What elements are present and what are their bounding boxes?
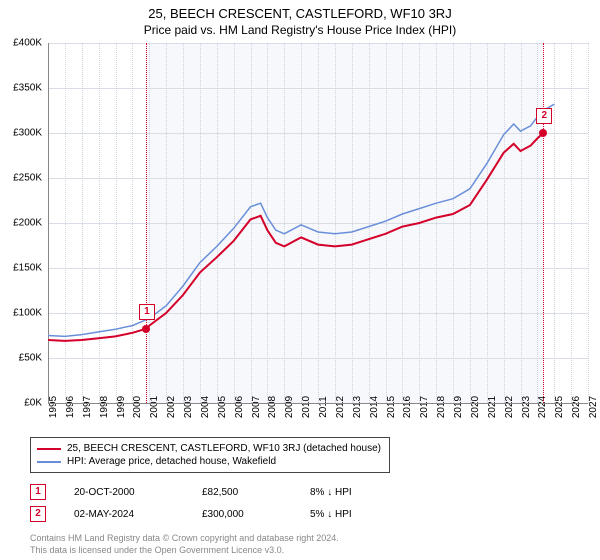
legend-row: HPI: Average price, detached house, Wake… (37, 455, 383, 468)
sale-vertical-line (543, 43, 544, 403)
y-axis-tick-label: £150K (13, 263, 42, 274)
sale-callout: 1 (139, 304, 155, 320)
sales-table: 1 20-OCT-2000 £82,500 8% ↓ HPI 2 02-MAY-2024 £… (30, 481, 600, 525)
legend-label: HPI: Average price, detached house, Wake… (67, 456, 276, 467)
x-axis-tick-label: 2027 (588, 396, 599, 418)
y-axis-tick-label: £50K (19, 353, 42, 364)
sale-delta: 8% ↓ HPI (310, 487, 352, 498)
attribution-line-2: This data is licensed under the Open Gov… (30, 545, 600, 557)
gridline-vertical (588, 43, 589, 403)
y-axis-tick-label: £400K (13, 38, 42, 49)
sale-callout: 2 (536, 108, 552, 124)
y-axis-tick-label: £300K (13, 128, 42, 139)
sale-price: £300,000 (202, 509, 282, 520)
chart-subtitle: Price paid vs. HM Land Registry's House … (0, 21, 600, 43)
y-axis-tick-label: £250K (13, 173, 42, 184)
sales-row: 1 20-OCT-2000 £82,500 8% ↓ HPI (30, 481, 600, 503)
attribution-line-1: Contains HM Land Registry data © Crown c… (30, 533, 600, 545)
y-axis-tick-label: £100K (13, 308, 42, 319)
chart-plot-area: £0K£50K£100K£150K£200K£250K£300K£350K£40… (48, 43, 588, 403)
legend-label: 25, BEECH CRESCENT, CASTLEFORD, WF10 3RJ… (67, 443, 381, 454)
y-axis-tick-label: £200K (13, 218, 42, 229)
legend: 25, BEECH CRESCENT, CASTLEFORD, WF10 3RJ… (30, 437, 390, 473)
series-price-paid (48, 133, 543, 341)
sale-date: 20-OCT-2000 (74, 487, 174, 498)
y-axis-tick-label: £350K (13, 83, 42, 94)
legend-row: 25, BEECH CRESCENT, CASTLEFORD, WF10 3RJ… (37, 442, 383, 455)
legend-swatch (37, 461, 61, 463)
legend-swatch (37, 448, 61, 450)
sale-vertical-line (146, 43, 147, 403)
sale-date: 02-MAY-2024 (74, 509, 174, 520)
chart-series-svg (48, 43, 588, 403)
series-hpi (48, 104, 554, 336)
sale-marker (539, 129, 547, 137)
chart-title: 25, BEECH CRESCENT, CASTLEFORD, WF10 3RJ (0, 0, 600, 21)
sales-row: 2 02-MAY-2024 £300,000 5% ↓ HPI (30, 503, 600, 525)
attribution: Contains HM Land Registry data © Crown c… (30, 533, 600, 556)
sale-marker (142, 325, 150, 333)
sale-delta: 5% ↓ HPI (310, 509, 352, 520)
sale-badge: 2 (30, 506, 46, 522)
sale-price: £82,500 (202, 487, 282, 498)
sale-badge: 1 (30, 484, 46, 500)
y-axis-tick-label: £0K (24, 398, 42, 409)
